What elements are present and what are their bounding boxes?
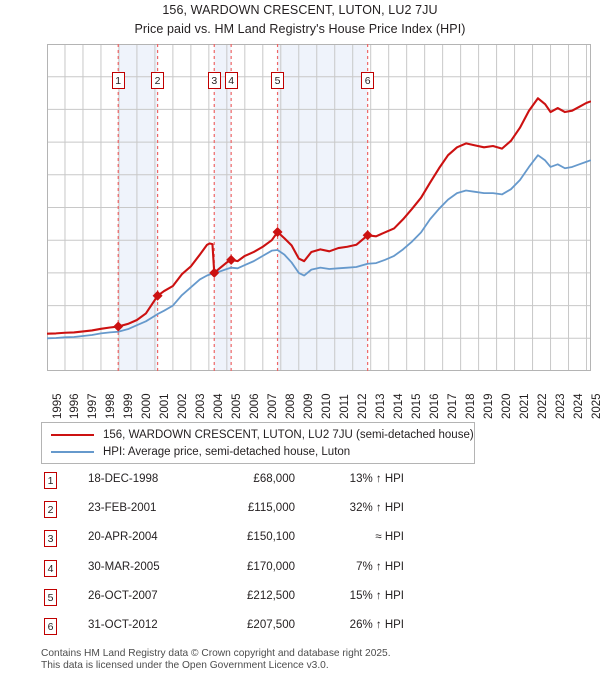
x-axis-tick: 2006 — [249, 393, 262, 419]
table-row[interactable]: 1 18-DEC-1998 £68,000 13% ↑ HPI — [41, 472, 404, 492]
table-row[interactable]: 3 20-APR-2004 £150,100 ≈ HPI — [41, 530, 404, 550]
footer-attribution: Contains HM Land Registry data © Crown c… — [41, 648, 561, 671]
page-subtitle: Price paid vs. HM Land Registry's House … — [134, 22, 466, 36]
x-axis-tick: 2014 — [393, 393, 406, 419]
legend-item-property: 156, WARDOWN CRESCENT, LUTON, LU2 7JU (s… — [51, 427, 474, 442]
x-axis-tick: 2007 — [267, 393, 280, 419]
x-axis-tick: 2022 — [537, 393, 550, 419]
x-axis-tick: 1995 — [51, 393, 64, 419]
transaction-price: £170,000 — [247, 560, 295, 573]
x-axis-tick: 2025 — [591, 393, 600, 419]
x-axis-tick: 1996 — [69, 393, 82, 419]
transaction-hpi-delta: 15% ↑ HPI — [349, 589, 404, 602]
transaction-index-badge: 2 — [44, 501, 57, 519]
transaction-hpi-delta: 7% ↑ HPI — [356, 560, 404, 573]
x-axis-tick: 2020 — [501, 393, 514, 419]
chart-marker-4: 4 — [224, 72, 238, 89]
x-axis-tick: 2009 — [303, 393, 316, 419]
legend-swatch-property — [51, 433, 94, 436]
x-axis-tick: 2003 — [195, 393, 208, 419]
x-axis-tick: 2002 — [177, 393, 190, 419]
x-axis-tick: 2017 — [447, 393, 460, 419]
transaction-date: 20-APR-2004 — [88, 531, 158, 544]
legend-swatch-hpi — [51, 450, 94, 453]
x-axis-tick: 2004 — [213, 393, 226, 419]
transaction-index-badge: 4 — [44, 559, 57, 577]
transaction-price: £68,000 — [253, 473, 295, 485]
transaction-date: 23-FEB-2001 — [88, 502, 157, 515]
transaction-index-badge: 5 — [44, 588, 57, 606]
transaction-price: £115,000 — [247, 502, 295, 515]
chart-marker-3: 3 — [207, 72, 221, 89]
x-axis-tick: 1997 — [87, 393, 100, 419]
chart-marker-5: 5 — [271, 72, 285, 89]
x-axis-tick: 2024 — [573, 393, 586, 419]
x-axis-tick: 2023 — [555, 393, 568, 419]
transaction-hpi-delta: 13% ↑ HPI — [349, 473, 404, 485]
chart-plot-area — [47, 44, 591, 371]
transaction-price: £212,500 — [247, 589, 295, 602]
transaction-date: 18-DEC-1998 — [88, 473, 159, 485]
x-axis-tick: 2019 — [483, 393, 496, 419]
transaction-index-badge: 3 — [44, 530, 57, 548]
legend-label-hpi: HPI: Average price, semi-detached house,… — [103, 445, 351, 458]
chart-marker-6: 6 — [361, 72, 375, 89]
x-axis-tick: 2018 — [465, 393, 478, 419]
table-row[interactable]: 6 31-OCT-2012 £207,500 26% ↑ HPI — [41, 618, 404, 638]
x-axis-tick: 2012 — [357, 393, 370, 419]
x-axis-tick: 2016 — [429, 393, 442, 419]
x-axis-tick: 1998 — [105, 393, 118, 419]
x-axis-tick: 2013 — [375, 393, 388, 419]
table-row[interactable]: 5 26-OCT-2007 £212,500 15% ↑ HPI — [41, 588, 404, 609]
transaction-index-badge: 1 — [44, 472, 57, 489]
footer-line-1: Contains HM Land Registry data © Crown c… — [41, 648, 391, 659]
hpi-chart: £0£50K£100K£150K£200K£250K£300K£350K£400… — [47, 44, 600, 419]
x-axis-tick: 2008 — [285, 393, 298, 419]
transaction-date: 30-MAR-2005 — [88, 560, 160, 573]
x-axis-tick: 2011 — [339, 394, 352, 419]
transaction-price: £207,500 — [247, 619, 295, 631]
transaction-date: 31-OCT-2012 — [88, 619, 158, 631]
table-row[interactable]: 4 30-MAR-2005 £170,000 7% ↑ HPI — [41, 559, 404, 580]
chart-marker-1: 1 — [111, 72, 125, 89]
chart-legend: 156, WARDOWN CRESCENT, LUTON, LU2 7JU (s… — [41, 422, 475, 464]
x-axis-tick: 1999 — [123, 393, 136, 419]
transaction-index-badge: 6 — [44, 618, 57, 635]
x-axis-tick: 2005 — [231, 393, 244, 419]
transaction-hpi-delta: 26% ↑ HPI — [349, 619, 404, 631]
table-row[interactable]: 2 23-FEB-2001 £115,000 32% ↑ HPI — [41, 501, 404, 521]
x-axis-tick: 2010 — [321, 393, 334, 419]
legend-label-property: 156, WARDOWN CRESCENT, LUTON, LU2 7JU (s… — [103, 428, 474, 441]
x-axis-tick: 2021 — [519, 393, 532, 419]
transaction-date: 26-OCT-2007 — [88, 589, 158, 602]
x-axis-tick: 2000 — [141, 393, 154, 419]
x-axis-tick: 2015 — [411, 393, 424, 419]
x-axis-tick: 2001 — [159, 393, 172, 419]
transaction-price: £150,100 — [247, 531, 295, 544]
page-title: 156, WARDOWN CRESCENT, LUTON, LU2 7JU — [162, 3, 438, 17]
transaction-hpi-delta: 32% ↑ HPI — [349, 502, 404, 515]
transaction-hpi-delta: ≈ HPI — [375, 531, 404, 544]
chart-marker-2: 2 — [151, 72, 165, 89]
footer-line-2: This data is licensed under the Open Gov… — [41, 659, 329, 671]
legend-item-hpi: HPI: Average price, semi-detached house,… — [51, 444, 350, 459]
